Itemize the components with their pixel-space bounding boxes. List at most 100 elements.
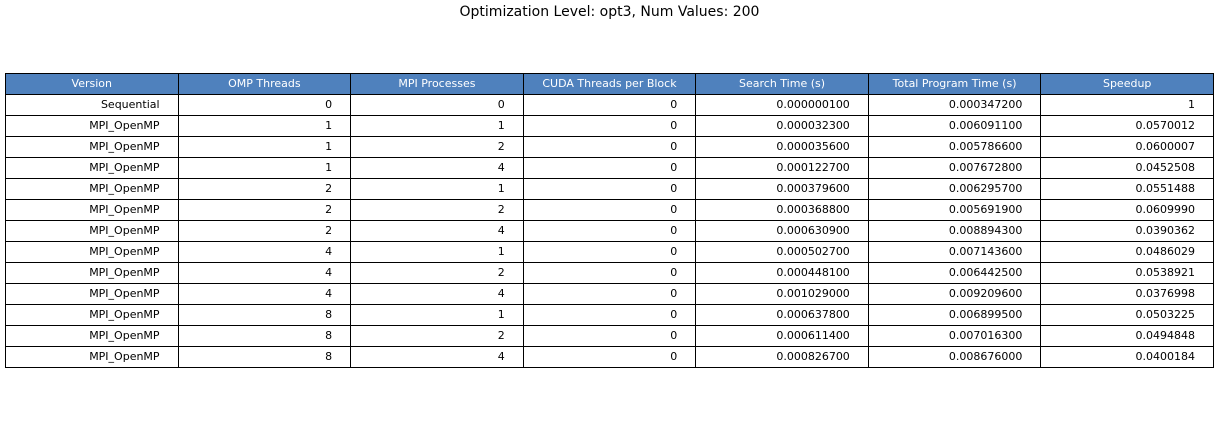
table-cell: 2 bbox=[177, 199, 352, 221]
table-cell: 0.000826700 bbox=[695, 346, 869, 368]
table-cell: 0.0452508 bbox=[1040, 157, 1214, 179]
table-cell: MPI_OpenMP bbox=[5, 220, 179, 242]
table-cell: 2 bbox=[350, 199, 524, 221]
table-cell: 0.0390362 bbox=[1040, 220, 1214, 242]
table-header-row: Version OMP Threads MPI Processes CUDA Thre… bbox=[5, 73, 1214, 95]
table-cell: 1 bbox=[350, 241, 524, 263]
table-cell: 0.000122700 bbox=[695, 157, 869, 179]
table-cell: 0.0494848 bbox=[1040, 325, 1214, 347]
table-cell: 0.006899500 bbox=[867, 304, 1042, 326]
table-cell: 0.000448100 bbox=[695, 262, 869, 284]
table-cell: 0.000379600 bbox=[695, 178, 869, 200]
table-cell: 2 bbox=[350, 325, 524, 347]
table-row: MPI_OpenMP 1 2 0 0.000035600 0.005786600 0.060… bbox=[5, 136, 1214, 158]
table-cell: 0.007016300 bbox=[867, 325, 1042, 347]
table-cell: 1 bbox=[350, 178, 524, 200]
table-cell: 1 bbox=[177, 157, 352, 179]
table-cell: MPI_OpenMP bbox=[5, 304, 179, 326]
table-row: MPI_OpenMP 8 4 0 0.000826700 0.008676000 0.040… bbox=[5, 346, 1214, 368]
table-row: Sequential 0 0 0 0.000000100 0.000347200 1 bbox=[5, 94, 1214, 116]
table-cell: 0.0400184 bbox=[1040, 346, 1214, 368]
table-cell: MPI_OpenMP bbox=[5, 325, 179, 347]
table-cell: 0 bbox=[522, 94, 697, 116]
table-cell: 0.006295700 bbox=[867, 178, 1042, 200]
table-cell: MPI_OpenMP bbox=[5, 199, 179, 221]
column-header: Total Program Time (s) bbox=[867, 73, 1042, 95]
column-header: OMP Threads bbox=[177, 73, 352, 95]
table-cell: MPI_OpenMP bbox=[5, 136, 179, 158]
table-cell: MPI_OpenMP bbox=[5, 346, 179, 368]
table-cell: 1 bbox=[350, 115, 524, 137]
table-cell: 0 bbox=[522, 136, 697, 158]
column-header: MPI Processes bbox=[350, 73, 524, 95]
table-cell: 0.005691900 bbox=[867, 199, 1042, 221]
column-header: Search Time (s) bbox=[695, 73, 869, 95]
table-cell: 0.005786600 bbox=[867, 136, 1042, 158]
table-cell: 0 bbox=[522, 304, 697, 326]
table-cell: 0.000637800 bbox=[695, 304, 869, 326]
column-header: Version bbox=[5, 73, 179, 95]
table-cell: MPI_OpenMP bbox=[5, 283, 179, 305]
table-cell: 0 bbox=[522, 346, 697, 368]
table-cell: MPI_OpenMP bbox=[5, 262, 179, 284]
table-cell: 0.007672800 bbox=[867, 157, 1042, 179]
table-row: MPI_OpenMP 2 2 0 0.000368800 0.005691900 0.060… bbox=[5, 199, 1214, 221]
table-row: MPI_OpenMP 2 1 0 0.000379600 0.006295700 0.055… bbox=[5, 178, 1214, 200]
table-row: MPI_OpenMP 4 2 0 0.000448100 0.006442500 0.053… bbox=[5, 262, 1214, 284]
table-cell: 0.0538921 bbox=[1040, 262, 1214, 284]
table-cell: 0.001029000 bbox=[695, 283, 869, 305]
table-cell: 8 bbox=[177, 304, 352, 326]
table-cell: 0.0609990 bbox=[1040, 199, 1214, 221]
table-cell: MPI_OpenMP bbox=[5, 115, 179, 137]
table-row: MPI_OpenMP 4 1 0 0.000502700 0.007143600 0.048… bbox=[5, 241, 1214, 263]
table-cell: 0.006091100 bbox=[867, 115, 1042, 137]
table-cell: 0.0600007 bbox=[1040, 136, 1214, 158]
table-row: MPI_OpenMP 1 1 0 0.000032300 0.006091100 0.057… bbox=[5, 115, 1214, 137]
column-header: Speedup bbox=[1040, 73, 1214, 95]
table-cell: 0 bbox=[522, 220, 697, 242]
table-cell: MPI_OpenMP bbox=[5, 178, 179, 200]
table-body: Sequential 0 0 0 0.000000100 0.000347200 1 MPI_… bbox=[5, 94, 1214, 368]
table-cell: 0.000611400 bbox=[695, 325, 869, 347]
table-cell: 1 bbox=[177, 136, 352, 158]
table-cell: 0.000368800 bbox=[695, 199, 869, 221]
table-row: MPI_OpenMP 8 1 0 0.000637800 0.006899500 0.050… bbox=[5, 304, 1214, 326]
table-cell: 0 bbox=[522, 283, 697, 305]
table-cell: 0.009209600 bbox=[867, 283, 1042, 305]
table-cell: Sequential bbox=[5, 94, 179, 116]
table-row: MPI_OpenMP 2 4 0 0.000630900 0.008894300 0.039… bbox=[5, 220, 1214, 242]
table-cell: 4 bbox=[350, 157, 524, 179]
table-cell: 4 bbox=[177, 262, 352, 284]
table-cell: 2 bbox=[177, 178, 352, 200]
table-cell: 4 bbox=[350, 220, 524, 242]
table-cell: MPI_OpenMP bbox=[5, 157, 179, 179]
table-cell: 2 bbox=[350, 136, 524, 158]
table-cell: 0.000347200 bbox=[867, 94, 1042, 116]
table-row: MPI_OpenMP 4 4 0 0.001029000 0.009209600 0.037… bbox=[5, 283, 1214, 305]
table-cell: 0.0486029 bbox=[1040, 241, 1214, 263]
table-cell: 4 bbox=[177, 283, 352, 305]
table-cell: 0.0376998 bbox=[1040, 283, 1214, 305]
table-cell: 1 bbox=[1040, 94, 1214, 116]
column-header: CUDA Threads per Block bbox=[522, 73, 697, 95]
table-cell: 0.000502700 bbox=[695, 241, 869, 263]
table-cell: 2 bbox=[177, 220, 352, 242]
table-cell: 0.0570012 bbox=[1040, 115, 1214, 137]
table-cell: 4 bbox=[177, 241, 352, 263]
table-row: MPI_OpenMP 1 4 0 0.000122700 0.007672800 0.045… bbox=[5, 157, 1214, 179]
table-cell: 0.0551488 bbox=[1040, 178, 1214, 200]
table-cell: 0 bbox=[522, 157, 697, 179]
table-cell: 0.000032300 bbox=[695, 115, 869, 137]
table-cell: 0.000035600 bbox=[695, 136, 869, 158]
table-cell: 0 bbox=[522, 115, 697, 137]
table-cell: 2 bbox=[350, 262, 524, 284]
table-cell: 0.006442500 bbox=[867, 262, 1042, 284]
table-cell: 4 bbox=[350, 283, 524, 305]
table-cell: 0.008676000 bbox=[867, 346, 1042, 368]
table-cell: 0 bbox=[350, 94, 524, 116]
table-cell: 8 bbox=[177, 346, 352, 368]
table-cell: 0.007143600 bbox=[867, 241, 1042, 263]
table-row: MPI_OpenMP 8 2 0 0.000611400 0.007016300 0.049… bbox=[5, 325, 1214, 347]
table-cell: MPI_OpenMP bbox=[5, 241, 179, 263]
table-cell: 0.0503225 bbox=[1040, 304, 1214, 326]
